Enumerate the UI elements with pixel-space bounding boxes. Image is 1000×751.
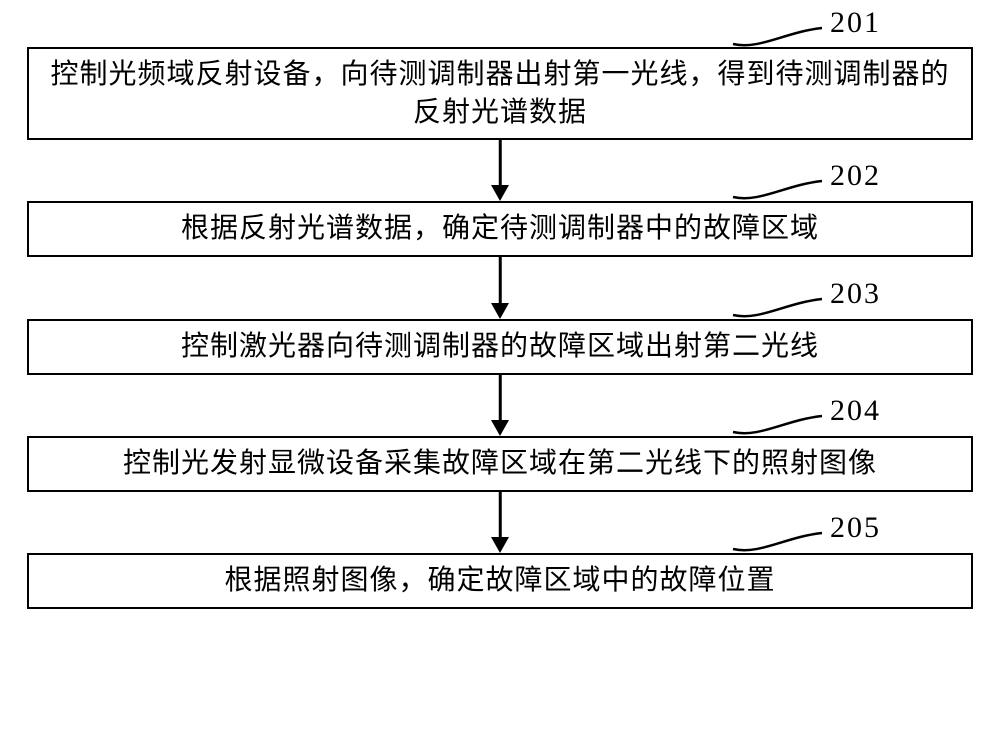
step-label-203: 203 xyxy=(830,277,881,311)
step-box-201: 控制光频域反射设备，向待测调制器出射第一光线，得到待测调制器的反射光谱数据 xyxy=(27,47,973,140)
step-label-205: 205 xyxy=(830,511,881,545)
arrow-202-203-head xyxy=(491,303,509,319)
step-box-205: 根据照射图像，确定故障区域中的故障位置 xyxy=(27,553,973,609)
arrow-204-205-head xyxy=(491,537,509,553)
arrow-203-204-line xyxy=(499,375,502,420)
step-label-204: 204 xyxy=(830,394,881,428)
arrow-201-202-line xyxy=(499,140,502,185)
step-box-202: 根据反射光谱数据，确定待测调制器中的故障区域 xyxy=(27,201,973,257)
step-text-204: 控制光发射显微设备采集故障区域在第二光线下的照射图像 xyxy=(123,445,877,483)
arrow-204-205-line xyxy=(499,492,502,537)
step-label-202: 202 xyxy=(830,159,881,193)
flowchart-canvas: 201 控制光频域反射设备，向待测调制器出射第一光线，得到待测调制器的反射光谱数… xyxy=(0,0,1000,751)
arrow-201-202-head xyxy=(491,185,509,201)
step-text-205: 根据照射图像，确定故障区域中的故障位置 xyxy=(224,562,775,600)
step-box-203: 控制激光器向待测调制器的故障区域出射第二光线 xyxy=(27,319,973,375)
step-box-204: 控制光发射显微设备采集故障区域在第二光线下的照射图像 xyxy=(27,436,973,492)
arrow-202-203-line xyxy=(499,257,502,303)
step-text-201: 控制光频域反射设备，向待测调制器出射第一光线，得到待测调制器的反射光谱数据 xyxy=(49,56,951,132)
arrow-203-204-head xyxy=(491,420,509,436)
step-text-203: 控制激光器向待测调制器的故障区域出射第二光线 xyxy=(181,328,819,366)
step-label-201: 201 xyxy=(830,6,881,40)
step-text-202: 根据反射光谱数据，确定待测调制器中的故障区域 xyxy=(181,210,819,248)
